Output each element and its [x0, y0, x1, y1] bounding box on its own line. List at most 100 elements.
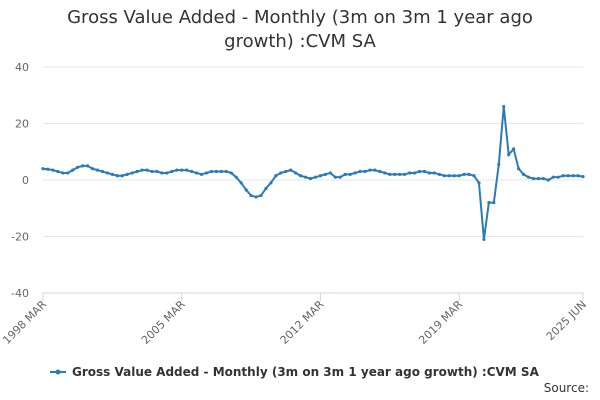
data-point — [71, 168, 75, 172]
data-point — [403, 172, 407, 176]
data-point — [487, 201, 491, 205]
data-point — [507, 152, 511, 157]
data-point — [175, 168, 179, 172]
data-point — [61, 171, 65, 175]
data-point — [383, 171, 387, 175]
data-point — [398, 172, 402, 176]
data-point — [417, 169, 422, 174]
data-point — [110, 172, 114, 176]
data-point — [140, 168, 144, 172]
data-point — [472, 174, 476, 178]
data-point — [209, 169, 214, 174]
data-point — [284, 169, 288, 174]
data-point — [41, 167, 45, 171]
data-point — [165, 171, 169, 175]
data-point — [170, 169, 174, 174]
data-point — [546, 178, 550, 182]
data-point — [194, 171, 199, 175]
data-point — [462, 172, 466, 176]
data-point — [224, 169, 228, 174]
data-point — [56, 169, 60, 174]
data-point — [581, 175, 585, 179]
data-point — [150, 169, 154, 174]
data-point — [368, 168, 372, 172]
data-point — [373, 168, 377, 172]
data-point — [457, 174, 461, 178]
data-point — [115, 174, 119, 178]
y-tick-label: 20 — [15, 118, 29, 131]
data-point — [313, 175, 318, 179]
data-point — [551, 175, 555, 179]
data-point — [502, 104, 506, 109]
data-point — [353, 171, 357, 175]
data-point — [393, 172, 397, 176]
x-tick-label: 2005 MAR — [139, 298, 188, 347]
data-point — [408, 171, 412, 175]
data-point — [214, 169, 218, 174]
data-point — [259, 193, 263, 198]
data-point — [289, 168, 293, 172]
data-point — [204, 171, 209, 175]
data-point — [130, 171, 134, 175]
x-tick-label: 2025 JUN — [544, 298, 589, 343]
data-point — [576, 174, 580, 178]
data-point — [244, 188, 248, 192]
data-point — [561, 174, 565, 178]
data-point — [378, 169, 382, 174]
data-point — [199, 172, 204, 176]
data-point — [566, 174, 570, 178]
data-point — [556, 175, 560, 179]
y-tick-label: 40 — [15, 61, 29, 74]
data-point — [571, 174, 575, 178]
data-point — [333, 175, 337, 179]
data-point — [358, 169, 362, 174]
data-point — [229, 171, 233, 175]
y-tick-label: 0 — [22, 174, 29, 187]
data-point — [234, 175, 238, 179]
x-tick-label: 1998 MAR — [0, 298, 49, 347]
data-point — [482, 237, 486, 241]
data-point — [447, 174, 451, 178]
chart-title: Gross Value Added - Monthly (3m on 3m 1 … — [67, 7, 533, 52]
data-point — [264, 186, 268, 191]
data-point — [516, 167, 521, 171]
data-point — [363, 169, 367, 174]
data-point — [105, 171, 110, 175]
data-point — [95, 168, 100, 172]
legend-label: Gross Value Added - Monthly (3m on 3m 1 … — [72, 365, 540, 379]
y-tick-label: -20 — [11, 231, 29, 244]
data-point — [120, 174, 124, 178]
data-point — [190, 169, 194, 174]
data-point — [46, 167, 50, 171]
data-point — [541, 176, 545, 181]
data-point — [308, 176, 313, 181]
data-point — [76, 165, 80, 169]
data-point — [135, 169, 139, 174]
data-point — [348, 172, 352, 176]
data-point — [412, 171, 417, 175]
data-point — [90, 167, 95, 171]
data-point — [536, 176, 541, 181]
data-point — [274, 174, 278, 178]
data-point — [279, 171, 283, 175]
data-point — [422, 169, 427, 174]
data-point — [343, 172, 347, 176]
y-tick-label: -40 — [11, 287, 29, 300]
data-point — [452, 174, 456, 178]
x-tick-label: 2019 MAR — [416, 298, 465, 347]
data-point — [66, 171, 70, 175]
data-point — [299, 174, 303, 178]
data-point — [81, 164, 85, 168]
data-point — [239, 181, 243, 185]
data-point — [85, 164, 90, 168]
data-point — [477, 181, 481, 185]
data-point — [531, 176, 536, 181]
data-point — [437, 172, 441, 176]
data-point — [254, 195, 258, 199]
data-point — [497, 162, 501, 167]
data-point — [294, 171, 298, 175]
data-point — [492, 201, 496, 205]
data-point — [125, 172, 129, 176]
data-point — [100, 169, 105, 174]
